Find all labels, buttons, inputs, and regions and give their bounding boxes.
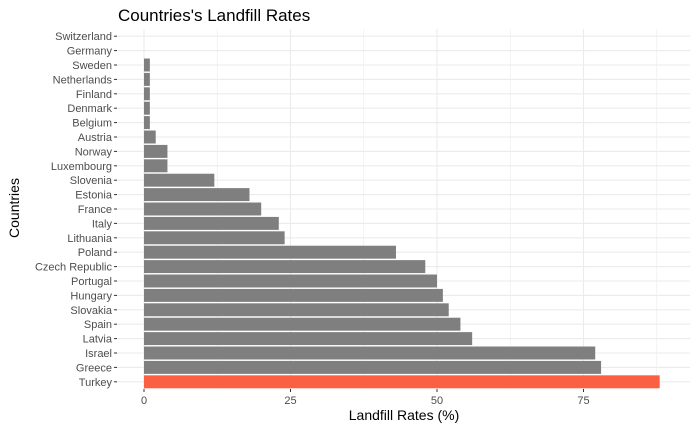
x-tick-label: 0 (141, 395, 147, 407)
y-tick-label: Estonia (75, 190, 113, 202)
y-tick-label: Turkey (79, 377, 113, 389)
bar-italy (144, 216, 279, 230)
y-tick-label: Israel (85, 348, 112, 360)
y-tick-label: Switzerland (55, 31, 112, 43)
bar-slovakia (144, 303, 449, 317)
y-tick-label: Denmark (67, 103, 112, 115)
bar-finland (144, 87, 150, 101)
y-tick-label: Italy (92, 218, 113, 230)
bar-lithuania (144, 231, 285, 245)
bar-slovenia (144, 173, 215, 187)
bar-netherlands (144, 72, 150, 86)
x-tick-label: 75 (577, 395, 589, 407)
bar-greece (144, 360, 602, 374)
y-tick-label: Slovakia (70, 305, 112, 317)
y-tick-label: Czech Republic (35, 262, 113, 274)
bar-luxembourg (144, 159, 168, 173)
bar-poland (144, 245, 396, 259)
bar-austria (144, 130, 156, 144)
y-tick-label: Sweden (72, 60, 112, 72)
y-tick-label: Germany (67, 46, 113, 58)
x-tick-label: 25 (284, 395, 296, 407)
y-tick-label: Austria (78, 132, 113, 144)
y-tick-label: Finland (76, 89, 112, 101)
y-tick-label: Greece (76, 362, 112, 374)
y-tick-label: Luxembourg (51, 161, 112, 173)
x-tick-label: 50 (431, 395, 443, 407)
y-tick-label: Portugal (71, 276, 112, 288)
y-tick-label: Netherlands (53, 74, 113, 86)
y-tick-label: Belgium (72, 118, 112, 130)
y-tick-label: France (78, 204, 112, 216)
chart-title: Countries's Landfill Rates (118, 6, 311, 25)
bar-sweden (144, 58, 150, 72)
y-tick-label: Poland (78, 247, 112, 259)
bar-hungary (144, 288, 443, 302)
y-tick-label: Norway (75, 146, 113, 158)
y-tick-label: Slovenia (70, 175, 113, 187)
bar-estonia (144, 188, 250, 202)
bar-turkey (144, 375, 660, 389)
x-axis-title: Landfill Rates (%) (348, 407, 460, 423)
y-tick-label: Spain (84, 319, 112, 331)
bar-czech-republic (144, 260, 426, 274)
bar-spain (144, 317, 461, 331)
y-tick-label: Hungary (70, 290, 112, 302)
bar-israel (144, 346, 596, 360)
bar-latvia (144, 332, 473, 346)
bar-norway (144, 144, 168, 158)
bar-france (144, 202, 262, 216)
y-tick-label: Latvia (83, 334, 113, 346)
bar-belgium (144, 116, 150, 130)
bar-portugal (144, 274, 437, 288)
bar-denmark (144, 101, 150, 115)
y-tick-label: Lithuania (67, 233, 113, 245)
